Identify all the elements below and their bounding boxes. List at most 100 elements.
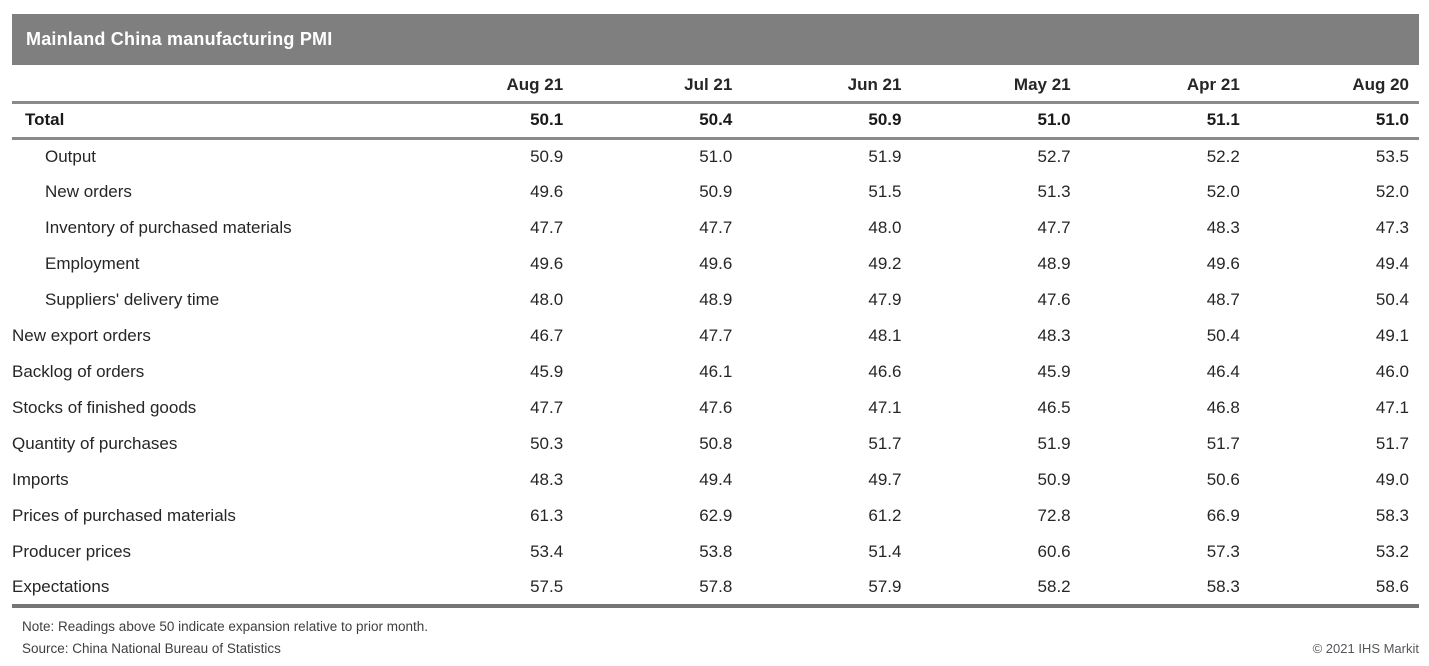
row-label: Imports bbox=[12, 470, 69, 489]
cell-value: 47.7 bbox=[699, 326, 733, 345]
cell-value: 61.2 bbox=[868, 506, 902, 525]
row-label: New export orders bbox=[12, 326, 151, 345]
cell-value: 53.2 bbox=[1375, 542, 1409, 561]
cell-value: 50.1 bbox=[404, 102, 574, 140]
cell-value: 60.6 bbox=[1037, 542, 1071, 561]
cell-value: 57.5 bbox=[404, 570, 574, 608]
cell-value: 46.4 bbox=[1206, 362, 1240, 381]
cell-value: 46.5 bbox=[1037, 398, 1071, 417]
cell-value: 48.3 bbox=[1037, 326, 1071, 345]
row-label: New orders bbox=[45, 182, 132, 201]
cell-value: 49.4 bbox=[699, 470, 733, 489]
cell-value: 48.3 bbox=[530, 470, 564, 489]
table-row: Inventory of purchased materials 47.7 47.7… bbox=[12, 210, 1419, 246]
cell-value: 53.4 bbox=[530, 542, 564, 561]
table-row: New export orders 46.7 47.7 48.1 48.3 50.4 49.… bbox=[12, 318, 1419, 354]
row-label: Stocks of finished goods bbox=[12, 398, 197, 417]
table-body: Total 50.1 50.4 50.9 51.0 51.1 51.0 Output 50.9 5… bbox=[12, 102, 1419, 608]
cell-value: 47.1 bbox=[868, 398, 902, 417]
cell-value: 57.3 bbox=[1206, 542, 1240, 561]
cell-value: 49.1 bbox=[1375, 326, 1409, 345]
cell-value: 49.6 bbox=[530, 254, 564, 273]
cell-value: 48.3 bbox=[1206, 218, 1240, 237]
row-label: Producer prices bbox=[12, 542, 132, 561]
cell-value: 53.5 bbox=[1375, 146, 1409, 166]
cell-value: 51.1 bbox=[1080, 102, 1250, 140]
table-row: Expectations 57.5 57.8 57.9 58.2 58.3 58.6 bbox=[12, 570, 1419, 608]
cell-value: 47.7 bbox=[699, 218, 733, 237]
cell-value: 49.2 bbox=[868, 254, 902, 273]
cell-value: 51.7 bbox=[1375, 434, 1409, 453]
cell-value: 50.4 bbox=[1375, 290, 1409, 309]
row-label: Prices of purchased materials bbox=[12, 506, 236, 525]
cell-value: 58.3 bbox=[1375, 506, 1409, 525]
table-row: Quantity of purchases 50.3 50.8 51.7 51.9 51.… bbox=[12, 426, 1419, 462]
column-header: Aug 20 bbox=[1249, 65, 1419, 104]
column-header: Jun 21 bbox=[742, 65, 912, 104]
cell-value: 62.9 bbox=[699, 506, 733, 525]
cell-value: 49.6 bbox=[699, 254, 733, 273]
cell-value: 48.1 bbox=[868, 326, 902, 345]
row-label: Total bbox=[12, 102, 404, 140]
cell-value: 47.3 bbox=[1375, 218, 1409, 237]
column-header: Apr 21 bbox=[1080, 65, 1250, 104]
cell-value: 51.0 bbox=[1249, 102, 1419, 140]
cell-value: 48.0 bbox=[868, 218, 902, 237]
cell-value: 46.1 bbox=[699, 362, 733, 381]
cell-value: 61.3 bbox=[530, 506, 564, 525]
column-header: Aug 21 bbox=[404, 65, 574, 104]
cell-value: 66.9 bbox=[1206, 506, 1240, 525]
cell-value: 48.0 bbox=[530, 290, 564, 309]
cell-value: 58.2 bbox=[911, 570, 1081, 608]
table-source: Source: China National Bureau of Statist… bbox=[22, 641, 281, 656]
cell-value: 48.7 bbox=[1206, 290, 1240, 309]
cell-value: 51.4 bbox=[868, 542, 902, 561]
cell-value: 53.8 bbox=[699, 542, 733, 561]
cell-value: 46.0 bbox=[1375, 362, 1409, 381]
column-header: Jul 21 bbox=[573, 65, 743, 104]
cell-value: 57.9 bbox=[742, 570, 912, 608]
cell-value: 50.3 bbox=[530, 434, 564, 453]
pmi-data-table: Aug 21 Jul 21 Jun 21 May 21 Apr 21 Aug 20 Tot… bbox=[12, 65, 1419, 608]
cell-value: 47.7 bbox=[530, 218, 564, 237]
copyright-text: © 2021 IHS Markit bbox=[1312, 641, 1419, 656]
row-label: Expectations bbox=[12, 570, 404, 608]
cell-value: 51.0 bbox=[911, 102, 1081, 140]
table-title-bar: Mainland China manufacturing PMI bbox=[12, 14, 1419, 65]
cell-value: 49.0 bbox=[1375, 470, 1409, 489]
table-note: Note: Readings above 50 indicate expansi… bbox=[22, 619, 428, 634]
cell-value: 46.6 bbox=[868, 362, 902, 381]
cell-value: 47.6 bbox=[1037, 290, 1071, 309]
cell-value: 58.6 bbox=[1249, 570, 1419, 608]
footer-notes: Note: Readings above 50 indicate expansi… bbox=[22, 616, 428, 660]
table-row: New orders 49.6 50.9 51.5 51.3 52.0 52.0 bbox=[12, 174, 1419, 210]
cell-value: 58.3 bbox=[1080, 570, 1250, 608]
table-footer: Note: Readings above 50 indicate expansi… bbox=[12, 616, 1419, 660]
cell-value: 46.7 bbox=[530, 326, 564, 345]
cell-value: 50.8 bbox=[699, 434, 733, 453]
row-label: Inventory of purchased materials bbox=[45, 218, 292, 237]
cell-value: 49.6 bbox=[530, 182, 564, 201]
cell-value: 52.2 bbox=[1206, 146, 1240, 166]
table-row: Employment 49.6 49.6 49.2 48.9 49.6 49.4 bbox=[12, 246, 1419, 282]
table-row: Suppliers' delivery time 48.0 48.9 47.9 47.6… bbox=[12, 282, 1419, 318]
row-label: Quantity of purchases bbox=[12, 434, 178, 453]
cell-value: 51.7 bbox=[1206, 434, 1240, 453]
cell-value: 45.9 bbox=[1037, 362, 1071, 381]
row-label: Output bbox=[45, 146, 97, 166]
cell-value: 47.1 bbox=[1375, 398, 1409, 417]
cell-value: 50.6 bbox=[1206, 470, 1240, 489]
cell-value: 47.6 bbox=[699, 398, 733, 417]
cell-value: 50.4 bbox=[1206, 326, 1240, 345]
cell-value: 50.9 bbox=[1037, 470, 1071, 489]
cell-value: 49.6 bbox=[1206, 254, 1240, 273]
cell-value: 47.7 bbox=[1037, 218, 1071, 237]
table-row: Imports 48.3 49.4 49.7 50.9 50.6 49.0 bbox=[12, 462, 1419, 498]
cell-value: 51.9 bbox=[868, 146, 902, 166]
cell-value: 57.8 bbox=[573, 570, 743, 608]
pmi-table-figure: Mainland China manufacturing PMI Aug 21 J… bbox=[12, 14, 1419, 660]
cell-value: 51.5 bbox=[868, 182, 902, 201]
table-row: Producer prices 53.4 53.8 51.4 60.6 57.3 53.2 bbox=[12, 534, 1419, 570]
cell-value: 51.9 bbox=[1037, 434, 1071, 453]
cell-value: 49.4 bbox=[1375, 254, 1409, 273]
